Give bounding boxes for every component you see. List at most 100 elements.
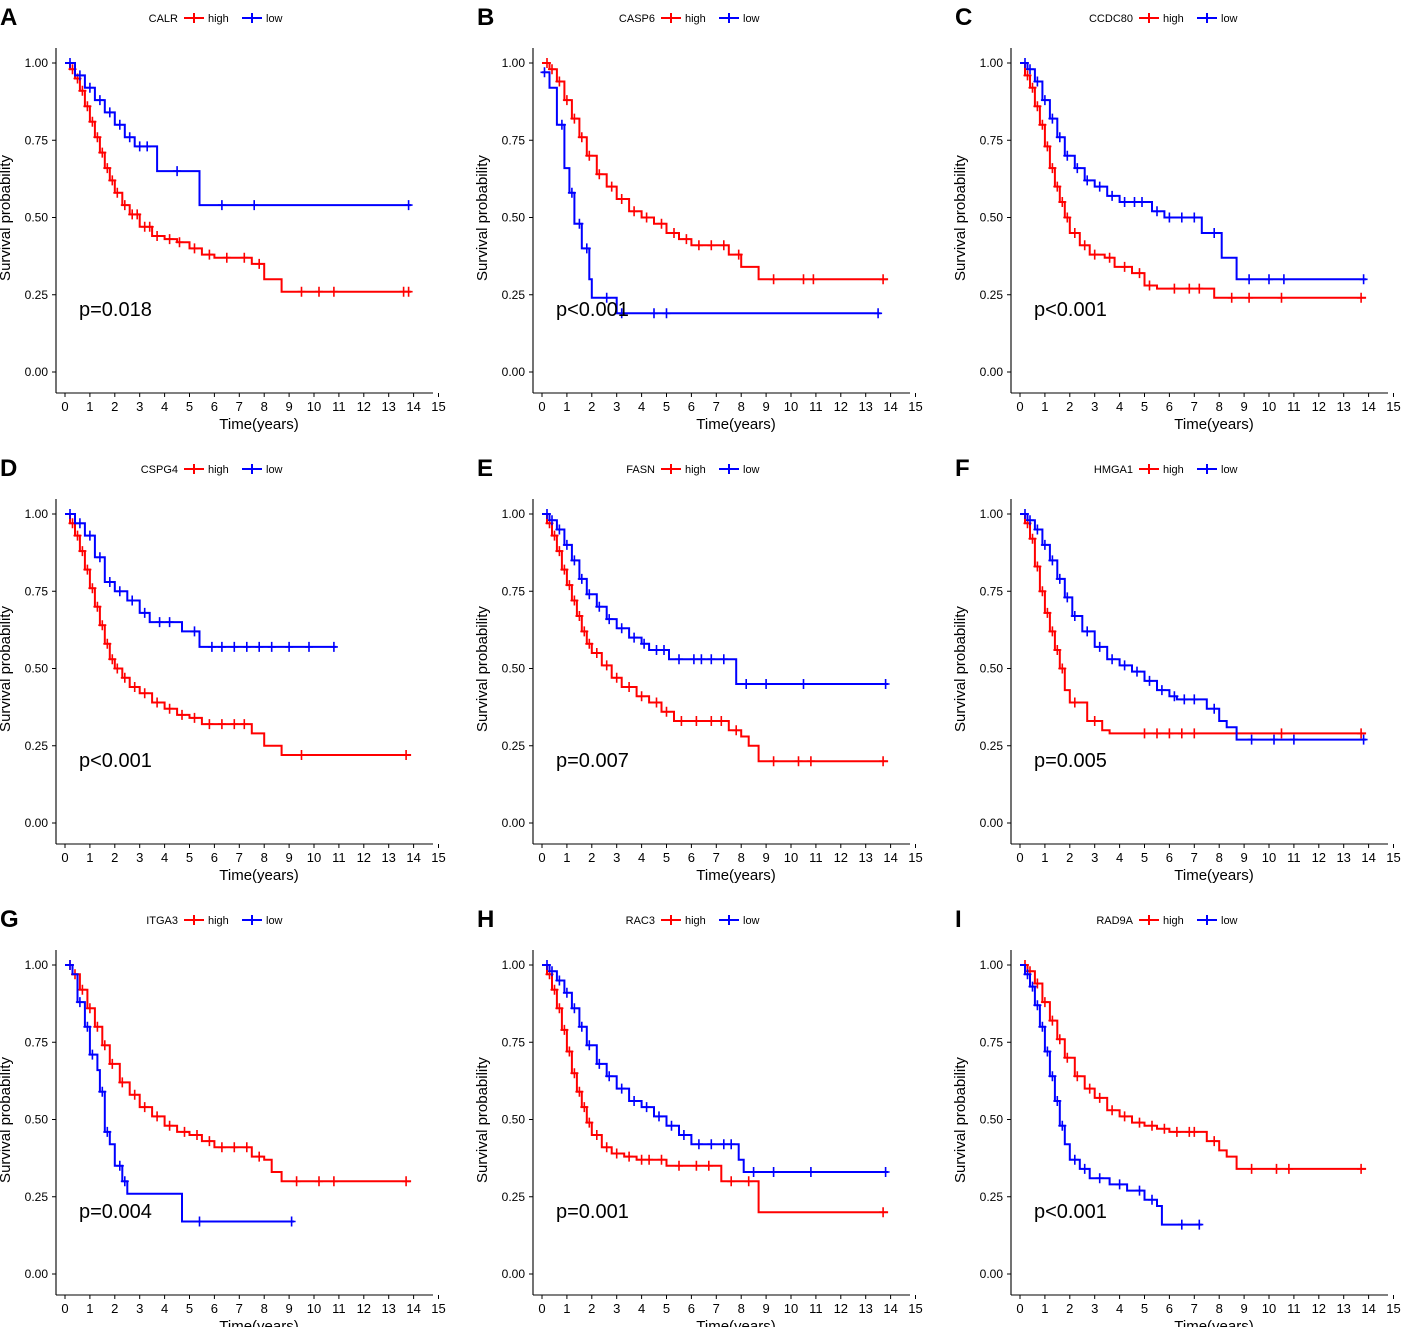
censor-mark (806, 756, 815, 767)
censor-mark (153, 697, 162, 708)
x-tick-label: 14 (406, 850, 420, 865)
censor-mark (806, 1167, 815, 1177)
y-tick-label: 0.75 (502, 133, 526, 147)
y-axis-title: Survival probability (0, 1057, 14, 1183)
legend-label: high (1163, 464, 1184, 476)
x-tick-label: 9 (762, 850, 769, 865)
censor-mark (193, 1130, 201, 1140)
x-tick-label: 11 (332, 850, 346, 865)
x-tick-label: 2 (1066, 850, 1073, 865)
censor-mark (1153, 728, 1161, 739)
x-tick-label: 5 (186, 399, 193, 414)
legend-gene-name: RAD9A (1096, 915, 1133, 927)
censor-mark (1026, 64, 1034, 75)
censor-mark (595, 601, 604, 612)
censor-mark (173, 166, 182, 177)
x-tick-label: 15 (431, 399, 445, 414)
censor-mark (645, 1154, 654, 1165)
legend-label: low (743, 464, 760, 476)
censor-mark (1048, 163, 1057, 174)
censor-mark (652, 645, 661, 655)
censor-mark (230, 719, 239, 730)
series-low (1020, 964, 1204, 1230)
x-tick-label: 9 (285, 1301, 292, 1316)
censor-mark (130, 682, 139, 692)
y-tick-label: 0.50 (980, 1113, 1004, 1127)
series-low (65, 960, 296, 1227)
censor-mark (1028, 533, 1037, 544)
panel-letter: C (955, 4, 972, 31)
censor-mark (1055, 132, 1064, 143)
censor-mark (75, 997, 84, 1008)
censor-mark (1190, 728, 1199, 739)
x-tick-label: 3 (613, 1301, 620, 1316)
censor-mark (1185, 283, 1194, 294)
censor-mark (100, 1040, 109, 1051)
censor-mark (402, 1176, 411, 1187)
censor-mark (1033, 561, 1042, 572)
x-tick-label: 4 (638, 1301, 645, 1316)
legend-label: low (743, 13, 760, 25)
censor-mark (1284, 1163, 1293, 1174)
km-curve-high (1020, 964, 1367, 1170)
x-tick-label: 8 (738, 399, 745, 414)
x-tick-label: 8 (261, 399, 268, 414)
censor-mark (153, 231, 162, 241)
x-tick-label: 5 (1141, 399, 1148, 414)
x-tick-label: 2 (588, 850, 595, 865)
censor-mark (207, 641, 216, 652)
censor-mark (557, 119, 566, 130)
x-tick-label: 2 (588, 399, 595, 414)
x-tick-label: 0 (538, 1301, 545, 1316)
censor-mark (1245, 274, 1254, 285)
censor-mark (329, 1176, 338, 1187)
censor-mark (1277, 728, 1286, 739)
censor-mark (1277, 292, 1286, 303)
y-tick-label: 1.00 (502, 507, 526, 521)
censor-mark (585, 589, 594, 600)
censor-mark (707, 716, 716, 726)
legend-item-low: low (719, 915, 760, 927)
x-tick-label: 14 (883, 850, 897, 865)
censor-mark (1108, 1105, 1117, 1116)
censor-mark (1080, 1163, 1089, 1174)
censor-mark (707, 240, 716, 251)
censor-mark (879, 274, 888, 285)
p-value-label: p<0.001 (556, 299, 629, 321)
series-low (542, 509, 890, 689)
censor-mark (1021, 58, 1029, 68)
x-tick-label: 6 (1166, 850, 1173, 865)
x-tick-label: 5 (1141, 1301, 1148, 1316)
censor-mark (1070, 228, 1079, 238)
censor-mark (83, 564, 92, 575)
censor-mark (88, 583, 97, 594)
censor-mark (103, 638, 112, 649)
x-tick-label: 12 (834, 399, 848, 414)
censor-mark (1148, 1194, 1156, 1205)
x-tick-label: 7 (1191, 1301, 1198, 1316)
p-value-label: p=0.005 (1034, 750, 1107, 772)
censor-mark (1033, 101, 1042, 112)
censor-mark (1083, 626, 1092, 637)
legend-label: low (1221, 13, 1238, 25)
panel-letter: B (477, 4, 494, 31)
legend-label: high (685, 915, 706, 927)
censor-mark (580, 1102, 589, 1113)
censor-mark (550, 530, 559, 541)
x-tick-label: 3 (1091, 850, 1098, 865)
panel-letter: E (477, 455, 493, 482)
y-tick-label: 0.00 (25, 365, 49, 379)
censor-mark (1063, 212, 1072, 223)
series-low (1020, 58, 1368, 285)
x-tick-label: 1 (1041, 1301, 1048, 1316)
legend-item-low: low (242, 13, 283, 25)
censor-mark (555, 1003, 564, 1014)
censor-mark (1053, 181, 1062, 192)
censor-mark (98, 147, 107, 158)
x-tick-label: 14 (406, 399, 420, 414)
x-tick-label: 11 (1287, 850, 1301, 865)
x-tick-label: 15 (431, 1301, 445, 1316)
censor-mark (1038, 586, 1047, 597)
